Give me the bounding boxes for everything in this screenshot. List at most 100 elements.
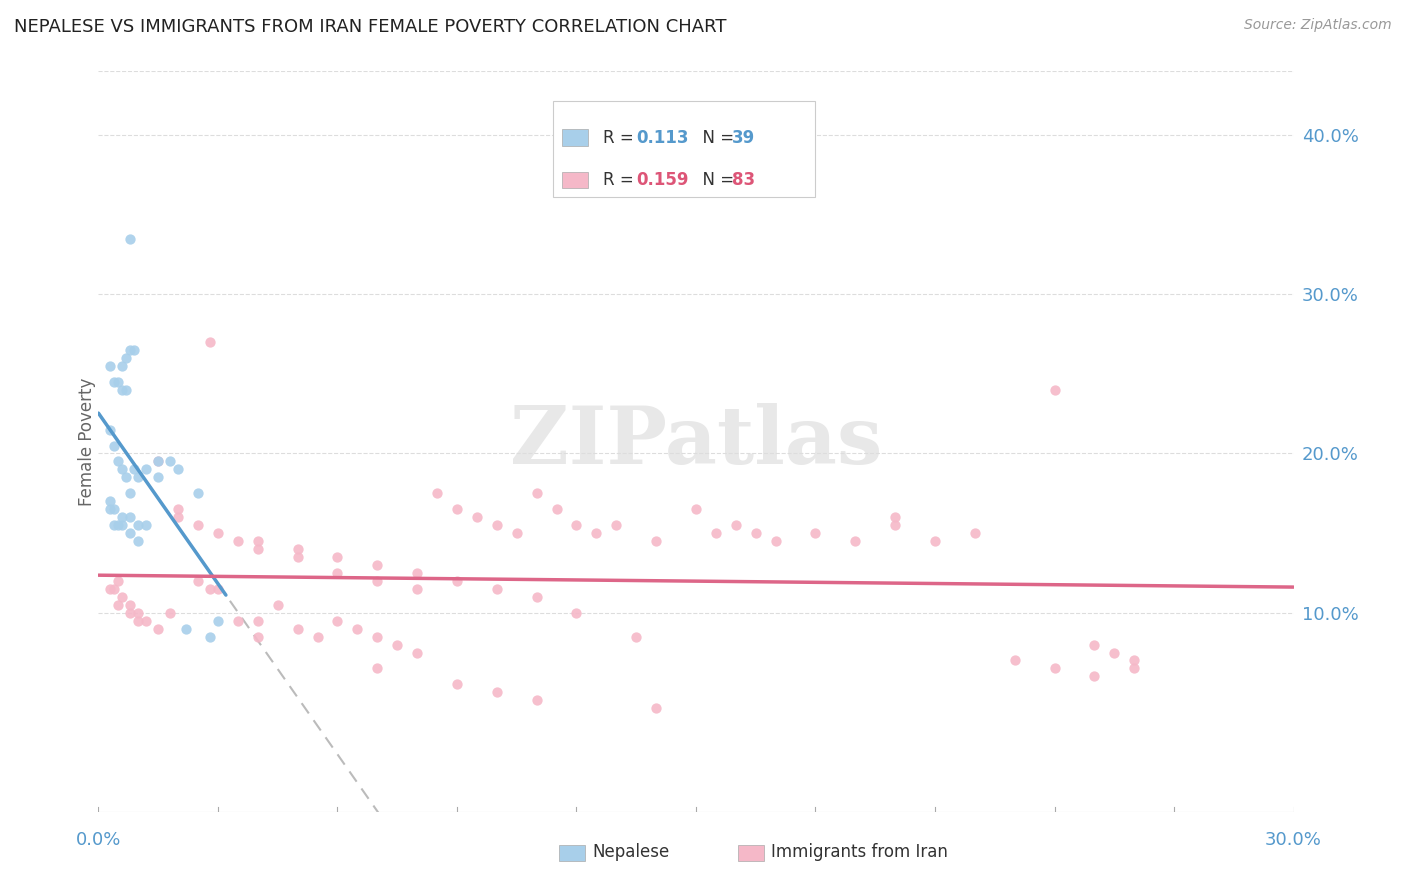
Point	[107, 375, 129, 389]
Point	[366, 661, 388, 675]
Point	[884, 518, 907, 533]
Point	[127, 606, 149, 620]
Point	[135, 518, 157, 533]
Text: NEPALESE VS IMMIGRANTS FROM IRAN FEMALE POVERTY CORRELATION CHART: NEPALESE VS IMMIGRANTS FROM IRAN FEMALE …	[14, 18, 727, 36]
Point	[546, 502, 568, 516]
Point	[804, 526, 827, 541]
Point	[127, 518, 149, 533]
Point	[127, 470, 149, 484]
Point	[103, 438, 125, 452]
Point	[246, 541, 269, 556]
Point	[326, 566, 349, 580]
Point	[120, 510, 142, 524]
Point	[366, 558, 388, 572]
Point	[226, 614, 249, 628]
Point	[485, 518, 508, 533]
Point	[406, 582, 429, 596]
FancyBboxPatch shape	[562, 129, 589, 145]
FancyBboxPatch shape	[562, 172, 589, 188]
Point	[111, 590, 134, 604]
Point	[120, 231, 142, 245]
Point	[526, 693, 548, 707]
Point	[198, 582, 221, 596]
Point	[526, 486, 548, 500]
Text: Source: ZipAtlas.com: Source: ZipAtlas.com	[1244, 18, 1392, 32]
Point	[745, 526, 768, 541]
Point	[115, 351, 138, 365]
Point	[111, 462, 134, 476]
Point	[307, 630, 329, 644]
Text: Nepalese: Nepalese	[592, 844, 669, 862]
Point	[565, 518, 588, 533]
FancyBboxPatch shape	[553, 101, 815, 197]
Point	[724, 518, 747, 533]
Point	[346, 622, 368, 636]
Point	[246, 630, 269, 644]
Point	[366, 630, 388, 644]
Point	[111, 510, 134, 524]
Point	[366, 574, 388, 588]
Point	[1043, 383, 1066, 397]
Point	[148, 454, 170, 468]
Point	[704, 526, 727, 541]
Point	[287, 622, 309, 636]
Point	[1123, 661, 1146, 675]
Point	[98, 423, 122, 437]
Point	[107, 454, 129, 468]
Point	[585, 526, 607, 541]
Point	[135, 462, 157, 476]
Point	[198, 630, 221, 644]
Point	[159, 454, 181, 468]
Point	[605, 518, 627, 533]
Point	[526, 590, 548, 604]
Point	[187, 518, 209, 533]
Point	[187, 486, 209, 500]
Point	[120, 343, 142, 357]
Point	[187, 574, 209, 588]
Point	[115, 470, 138, 484]
Point	[645, 534, 668, 549]
Point	[107, 574, 129, 588]
Point	[1083, 638, 1105, 652]
Point	[246, 614, 269, 628]
Point	[115, 383, 138, 397]
Point	[198, 334, 221, 349]
Point	[446, 574, 468, 588]
Point	[148, 622, 170, 636]
Point	[98, 502, 122, 516]
Point	[107, 518, 129, 533]
Point	[207, 582, 229, 596]
Text: 39: 39	[733, 128, 755, 146]
Point	[485, 582, 508, 596]
Point	[127, 534, 149, 549]
Point	[124, 343, 146, 357]
Point	[626, 630, 648, 644]
Point	[465, 510, 488, 524]
Text: R =: R =	[603, 171, 638, 189]
Point	[1043, 661, 1066, 675]
Point	[120, 486, 142, 500]
Y-axis label: Female Poverty: Female Poverty	[79, 377, 96, 506]
Point	[98, 494, 122, 508]
Text: 0.159: 0.159	[637, 171, 689, 189]
Point	[406, 646, 429, 660]
Point	[98, 359, 122, 373]
Point	[1104, 646, 1126, 660]
Point	[765, 534, 787, 549]
Point	[844, 534, 866, 549]
Point	[326, 549, 349, 564]
Point	[406, 566, 429, 580]
Point	[167, 502, 190, 516]
Point	[111, 518, 134, 533]
Point	[485, 685, 508, 699]
Point	[565, 606, 588, 620]
Point	[446, 677, 468, 691]
Point	[174, 622, 197, 636]
Point	[246, 534, 269, 549]
Point	[135, 614, 157, 628]
Point	[167, 510, 190, 524]
Point	[1123, 653, 1146, 667]
FancyBboxPatch shape	[738, 845, 763, 862]
Text: Immigrants from Iran: Immigrants from Iran	[772, 844, 948, 862]
Text: 0.0%: 0.0%	[76, 830, 121, 849]
